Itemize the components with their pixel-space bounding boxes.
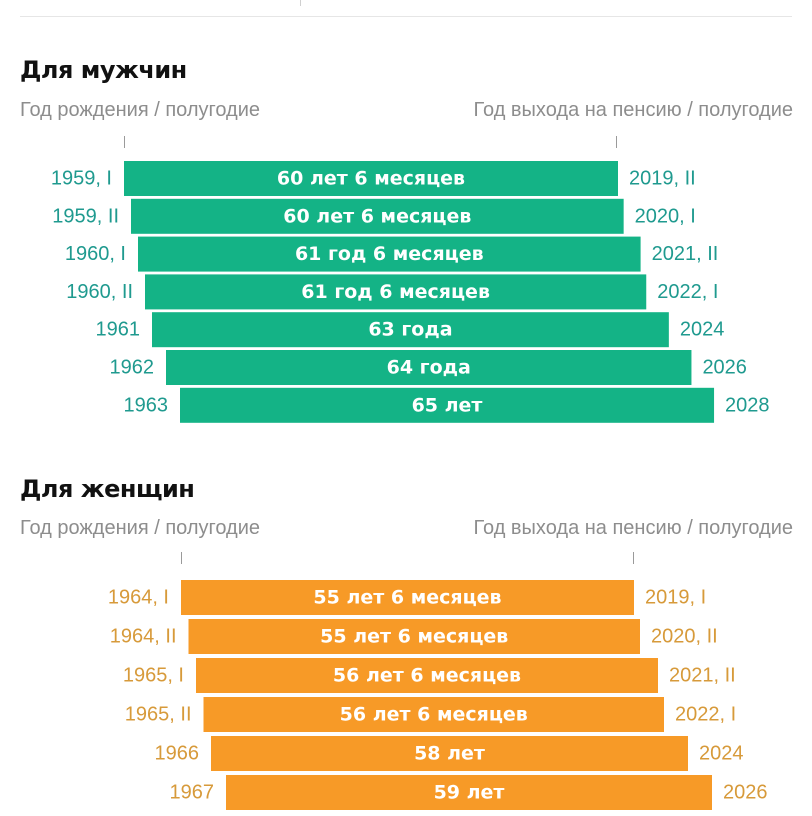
retirement-age-label: 58 лет [414, 743, 485, 765]
birth-period-label: 1963 [124, 394, 169, 416]
birth-period-label: 1964, I [108, 587, 169, 609]
birth-period-label: 1961 [96, 319, 141, 341]
men-birth-column-label: Год рождения / полугодие [20, 99, 260, 121]
women-right-axis-tick [633, 552, 634, 564]
women-left-axis-tick [181, 552, 182, 564]
birth-period-label: 1962 [110, 357, 155, 379]
retirement-period-label: 2019, I [645, 587, 706, 609]
women-retirement-chart: 55 лет 6 месяцев 1964, I 2019, I 55 лет 6 м… [108, 580, 768, 810]
retirement-age-label: 59 лет [434, 782, 505, 804]
retirement-bar [196, 658, 658, 693]
retirement-age-label: 65 лет [412, 394, 483, 416]
birth-period-label: 1960, I [65, 243, 126, 265]
birth-period-label: 1965, I [123, 665, 184, 687]
retirement-age-label: 56 лет 6 месяцев [333, 665, 521, 687]
retirement-bar [138, 236, 641, 272]
retirement-age-label: 63 года [368, 319, 452, 341]
retirement-bar [181, 580, 634, 615]
retirement-period-label: 2024 [680, 319, 725, 341]
men-retirement-chart: 60 лет 6 месяцев 1959, I 2019, II 60 лет 6 … [51, 161, 770, 423]
retirement-bar [226, 775, 712, 810]
retirement-period-label: 2026 [723, 782, 768, 804]
retirement-age-label: 60 лет 6 месяцев [277, 168, 465, 190]
men-retirement-column-label: Год выхода на пенсию / полугодие [473, 99, 793, 121]
retirement-period-label: 2021, II [652, 243, 719, 265]
retirement-bar [124, 161, 618, 196]
retirement-period-label: 2019, II [629, 168, 696, 190]
retirement-bar [152, 312, 669, 348]
retirement-bar [166, 350, 692, 385]
retirement-age-label: 60 лет 6 месяцев [283, 205, 471, 227]
retirement-bar [180, 387, 715, 423]
retirement-bar [145, 274, 647, 310]
birth-period-label: 1967 [170, 782, 215, 804]
women-retirement-column-label: Год выхода на пенсию / полугодие [473, 517, 793, 539]
retirement-age-label: 61 год 6 месяцев [301, 281, 490, 303]
birth-period-label: 1965, II [125, 704, 192, 726]
retirement-period-label: 2021, II [669, 665, 736, 687]
retirement-period-label: 2020, I [635, 205, 696, 227]
women-birth-column-label: Год рождения / полугодие [20, 517, 260, 539]
retirement-age-label: 55 лет 6 месяцев [320, 626, 508, 648]
women-section-title: Для женщин [20, 475, 195, 503]
birth-period-label: 1964, II [110, 626, 177, 648]
retirement-bar [211, 736, 688, 771]
top-divider [20, 16, 792, 17]
retirement-age-label: 64 года [387, 357, 471, 379]
men-section-title: Для мужчин [20, 56, 187, 84]
retirement-period-label: 2024 [699, 743, 744, 765]
retirement-period-label: 2022, I [675, 704, 736, 726]
retirement-bar [188, 619, 640, 654]
top-divider-tick [300, 0, 301, 6]
birth-period-label: 1960, II [66, 281, 133, 303]
retirement-age-label: 61 год 6 месяцев [295, 243, 484, 265]
retirement-age-label: 55 лет 6 месяцев [313, 587, 501, 609]
retirement-period-label: 2028 [725, 394, 770, 416]
retirement-period-label: 2020, II [651, 626, 718, 648]
retirement-period-label: 2026 [702, 357, 747, 379]
men-right-axis-tick [616, 136, 617, 148]
birth-period-label: 1959, I [51, 168, 112, 190]
men-left-axis-tick [124, 136, 125, 148]
retirement-bar [131, 198, 624, 234]
retirement-bar [203, 697, 664, 732]
birth-period-label: 1959, II [52, 205, 119, 227]
retirement-age-label: 56 лет 6 месяцев [340, 704, 528, 726]
retirement-period-label: 2022, I [657, 281, 718, 303]
birth-period-label: 1966 [155, 743, 200, 765]
